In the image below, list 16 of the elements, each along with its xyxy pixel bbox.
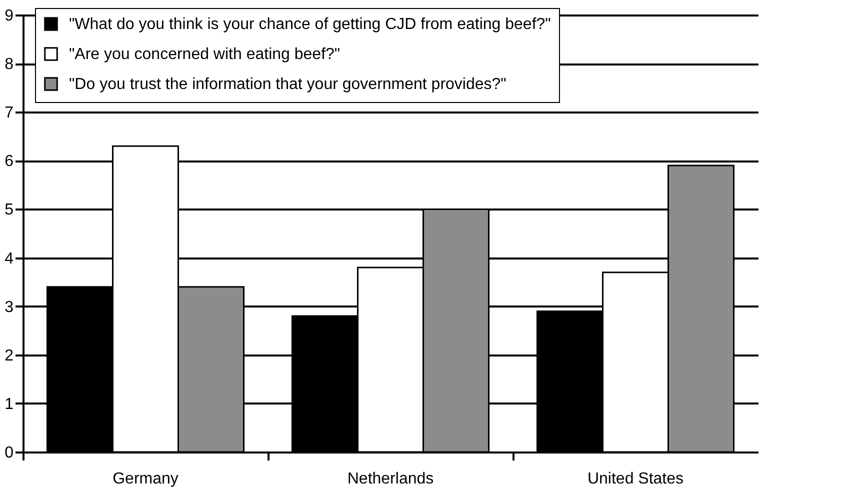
x-tick-label: Germany — [112, 470, 178, 488]
x-tick-label: Netherlands — [347, 470, 434, 488]
y-tick-label: 2 — [4, 347, 14, 364]
legend-label: "Do you trust the information that your government provides?" — [69, 76, 506, 93]
legend-label: "What do you think is your chance of getting CJD from eating beef?" — [69, 16, 551, 33]
y-tick-label: 1 — [4, 396, 14, 413]
y-tick-label: 0 — [4, 444, 14, 462]
y-tick-label: 8 — [4, 56, 14, 74]
y-tick-label: 5 — [4, 202, 14, 219]
x-tick-label: United States — [587, 470, 684, 488]
y-tick-label: 6 — [4, 153, 14, 170]
y-tick-label: 7 — [4, 104, 14, 122]
y-tick-label: 4 — [4, 250, 14, 268]
y-tick-label: 9 — [4, 8, 14, 24]
legend-label: "Are you concerned with eating beef?" — [69, 46, 340, 63]
y-tick-label: 3 — [4, 298, 14, 316]
